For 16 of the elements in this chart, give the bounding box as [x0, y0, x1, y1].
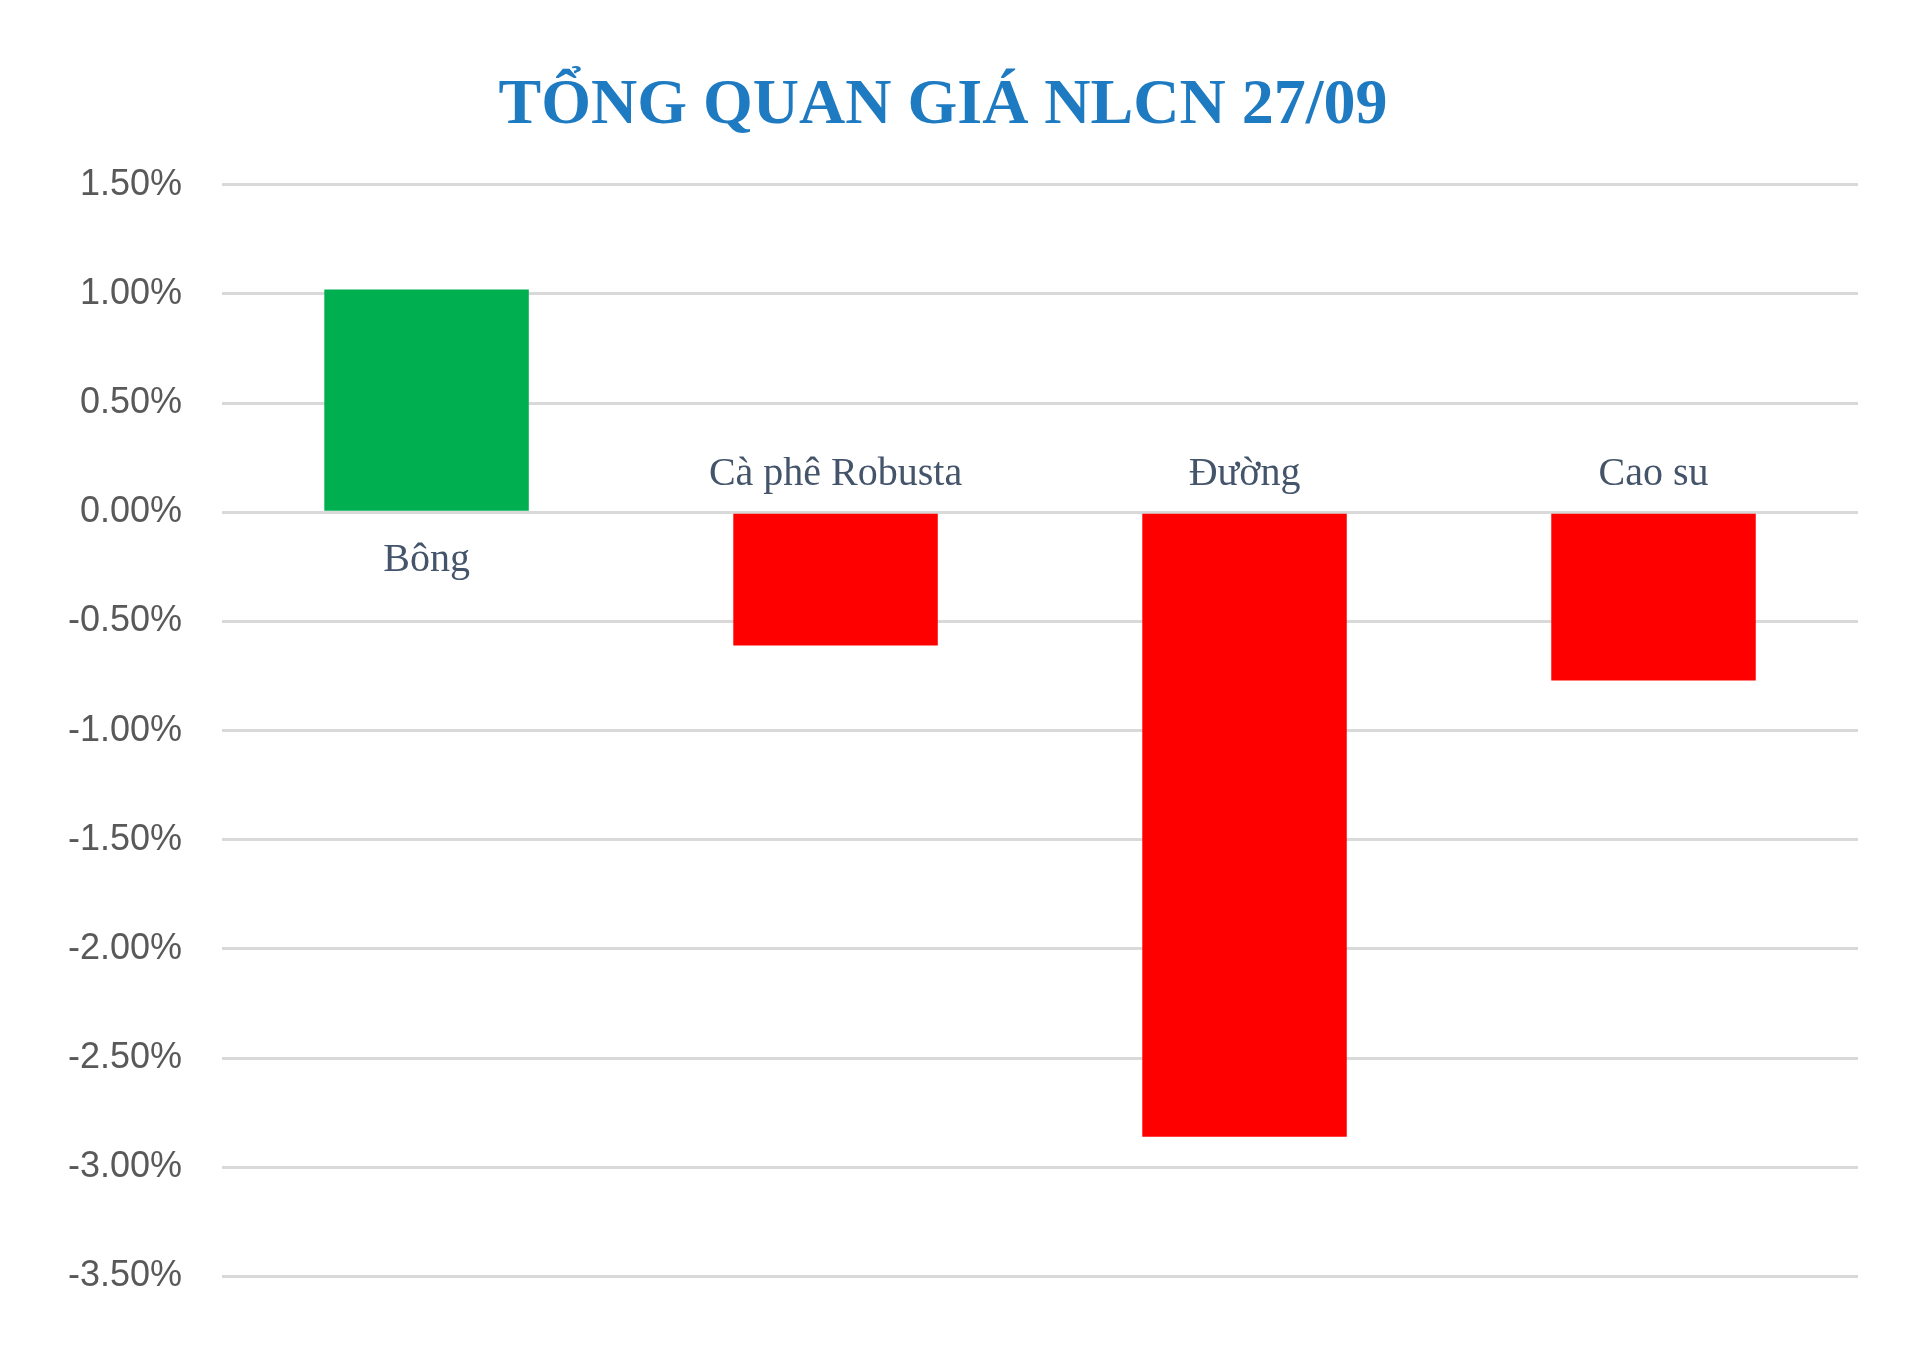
chart-title: TỔNG QUAN GIÁ NLCN 27/09 — [498, 65, 1388, 137]
y-tick-label: -3.00% — [67, 1144, 183, 1186]
y-tick-label: -3.50% — [67, 1253, 183, 1295]
y-tick-label: 1.50% — [79, 161, 183, 203]
y-tick-label: -0.50% — [67, 598, 183, 640]
x-tick-label: Bông — [383, 534, 470, 580]
y-tick-label: 1.00% — [79, 270, 183, 312]
x-tick-label: Đường — [1188, 448, 1301, 494]
y-tick-label: 0.50% — [79, 380, 183, 422]
y-tick-label: 0.00% — [79, 489, 183, 531]
y-tick-label: -1.00% — [67, 707, 183, 749]
x-tick-label: Cao su — [1598, 448, 1709, 494]
y-tick-label: -2.50% — [67, 1035, 183, 1076]
y-tick-label: -2.00% — [67, 925, 183, 967]
y-tick-label: -1.50% — [67, 816, 183, 858]
x-tick-label: Cà phê Robusta — [708, 448, 963, 494]
